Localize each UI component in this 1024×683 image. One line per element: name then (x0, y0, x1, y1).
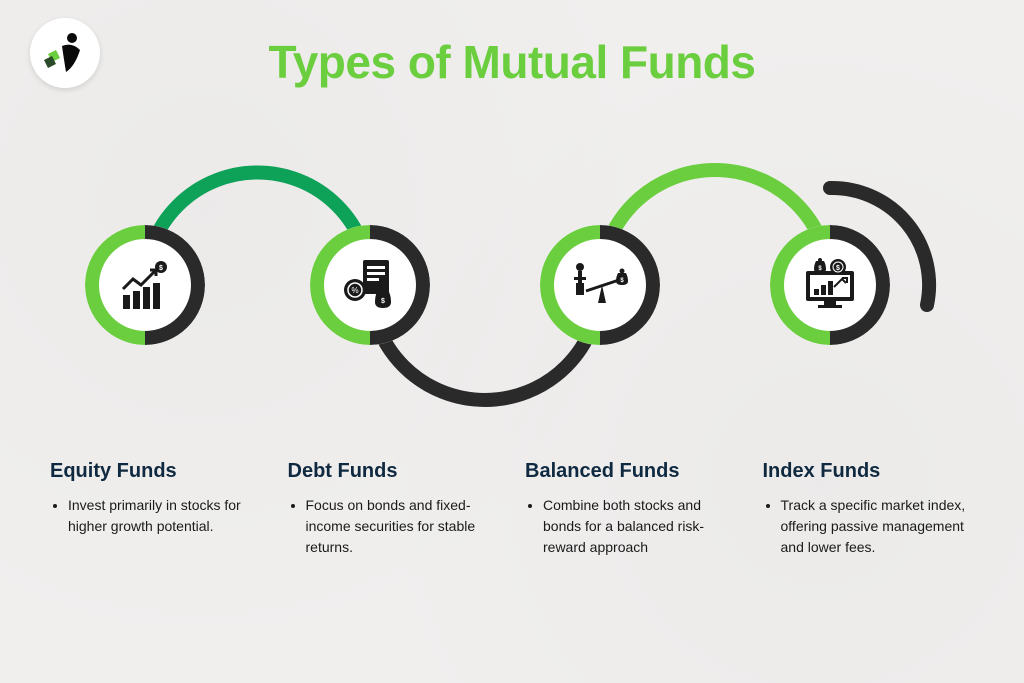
logo-icon (42, 30, 88, 76)
coins-doc-icon: % $ (341, 256, 399, 314)
card-title: Debt Funds (288, 460, 506, 483)
card-equity: Equity Funds Invest primarily in stocks … (50, 460, 268, 558)
svg-text:%: % (351, 286, 358, 295)
node-balanced: $ (540, 225, 660, 345)
balance-scale-icon: $ (568, 257, 632, 313)
svg-text:$: $ (836, 265, 840, 272)
fund-cards: Equity Funds Invest primarily in stocks … (50, 460, 980, 558)
growth-chart-icon: $ (117, 257, 173, 313)
node-index: $ $ (770, 225, 890, 345)
card-balanced: Balanced Funds Combine both stocks and b… (525, 460, 743, 558)
brand-logo (30, 18, 100, 88)
card-title: Equity Funds (50, 460, 268, 483)
svg-text:$: $ (381, 298, 385, 305)
card-index: Index Funds Track a specific market inde… (763, 460, 981, 558)
monitor-chart-icon: $ $ (800, 257, 860, 313)
svg-text:$: $ (159, 265, 163, 272)
card-bullet: Invest primarily in stocks for higher gr… (68, 495, 268, 537)
card-debt: Debt Funds Focus on bonds and fixed-inco… (288, 460, 506, 558)
card-bullet: Combine both stocks and bonds for a bala… (543, 495, 743, 558)
card-bullet: Track a specific market index, offering … (781, 495, 981, 558)
card-bullet: Focus on bonds and fixed-income securiti… (306, 495, 506, 558)
node-equity: $ (85, 225, 205, 345)
card-title: Index Funds (763, 460, 981, 483)
page-title: Types of Mutual Funds (0, 0, 1024, 89)
flow-diagram: $ % (0, 150, 1024, 450)
node-debt: % $ (310, 225, 430, 345)
card-title: Balanced Funds (525, 460, 743, 483)
